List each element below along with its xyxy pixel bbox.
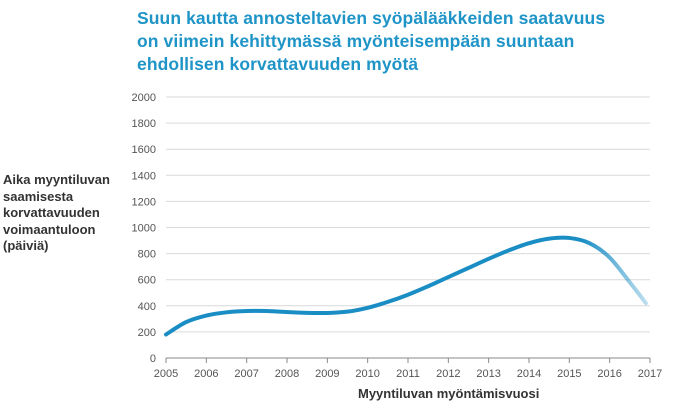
x-axis-label: Myyntiluvan myöntämisvuosi — [358, 386, 540, 401]
y-axis-label: Aika myyntiluvan saamisesta korvattavuud… — [3, 172, 133, 255]
y-axis-label-line: Aika myyntiluvan — [3, 172, 110, 187]
x-tick-label: 2005 — [154, 368, 178, 380]
x-tick-label: 2009 — [315, 368, 339, 380]
chart-title-line-3: ehdollisen korvattavuuden myötä — [137, 54, 419, 74]
x-tick-label: 2017 — [638, 368, 662, 380]
y-tick-label: 400 — [138, 301, 156, 313]
y-tick-label: 1200 — [132, 196, 156, 208]
y-axis-label-line: (päiviä) — [3, 238, 49, 253]
x-tick-label: 2011 — [396, 368, 420, 380]
chart-title-line-1: Suun kautta annosteltavien syöpälääkkeid… — [137, 8, 606, 28]
y-tick-label: 0 — [150, 353, 156, 365]
y-tick-label: 1600 — [132, 144, 156, 156]
x-tick-label: 2014 — [517, 368, 541, 380]
x-tick-label: 2016 — [597, 368, 621, 380]
y-tick-label: 2000 — [132, 92, 156, 104]
x-tick-label: 2012 — [436, 368, 460, 380]
y-tick-label: 1400 — [132, 170, 156, 182]
x-tick-label: 2013 — [476, 368, 500, 380]
y-axis-label-line: voimaantuloon — [3, 221, 96, 237]
x-tick-label: 2010 — [355, 368, 379, 380]
x-tick-label: 2006 — [194, 368, 218, 380]
y-tick-label: 1800 — [132, 118, 156, 130]
y-tick-label: 200 — [138, 327, 156, 339]
y-axis-label-line: saamisesta — [3, 188, 74, 204]
y-axis-label-line: korvattavuuden — [3, 205, 100, 220]
y-tick-label: 800 — [138, 249, 156, 261]
series-line — [164, 235, 648, 337]
x-tick-label: 2015 — [557, 368, 581, 380]
y-tick-label: 1000 — [132, 223, 156, 235]
chart-title-line-2: on viimein kehittymässä myönteisempään s… — [137, 31, 575, 51]
y-tick-label: 600 — [138, 275, 156, 287]
x-tick-label: 2008 — [275, 368, 299, 380]
x-tick-label: 2007 — [234, 368, 258, 380]
